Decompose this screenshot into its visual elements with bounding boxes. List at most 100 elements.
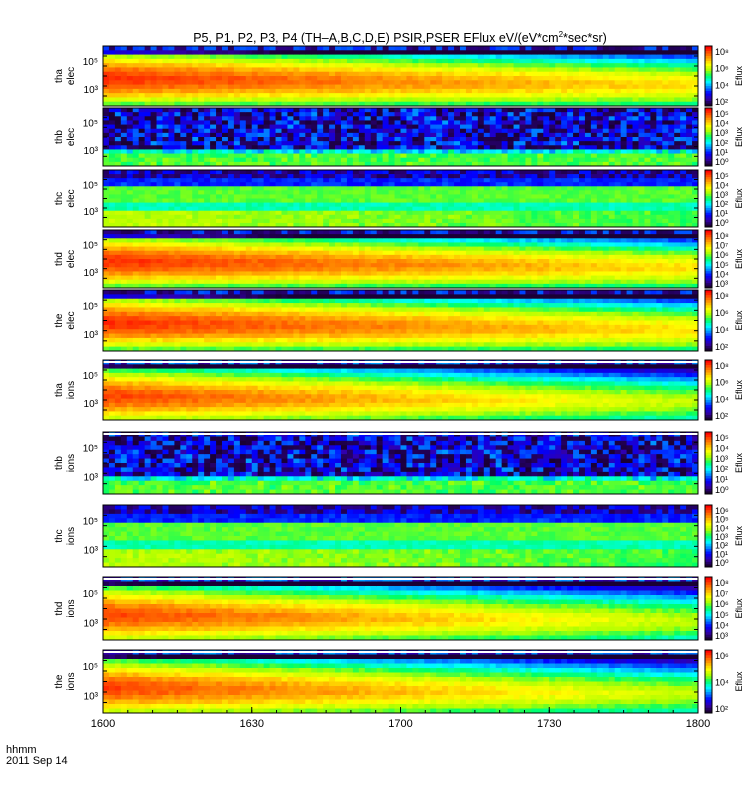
spectrogram-cell (573, 132, 580, 138)
spectrogram-cell (216, 178, 223, 183)
spectrogram-cell (513, 178, 520, 183)
spectrogram-cell (162, 149, 169, 154)
spectrogram-cell (537, 202, 544, 208)
spectrogram-cell (483, 137, 491, 142)
spectrogram-cell (561, 198, 568, 203)
spectrogram-cell (293, 116, 300, 121)
spectrogram-cell (227, 194, 235, 199)
spectrogram-cell (424, 71, 431, 77)
spectrogram-cell (239, 54, 247, 60)
spectrogram-cell (370, 161, 378, 167)
spectrogram-cell (311, 198, 318, 203)
spectrogram-cell (186, 84, 193, 90)
spectrogram-cell (245, 108, 253, 113)
spectrogram-cell (281, 97, 288, 103)
colorbar-cell (705, 217, 712, 221)
spectrogram-cell (614, 145, 622, 150)
spectrogram-cell (281, 214, 288, 220)
spectrogram-cell (626, 149, 633, 154)
spectrogram-cell (108, 250, 116, 256)
spectrogram-cell (335, 153, 342, 159)
spectrogram-cell (638, 101, 645, 107)
spectrogram-cell (341, 50, 348, 55)
spectrogram-cell (448, 80, 455, 85)
spectrogram-cell (376, 210, 384, 216)
spectrogram-cell (174, 246, 181, 252)
spectrogram-cell (376, 80, 384, 85)
spectrogram-cell (394, 174, 401, 179)
spectrogram-cell (388, 132, 395, 138)
spectrogram-cell (341, 218, 348, 224)
spectrogram-cell (525, 97, 532, 103)
colorbar-frame (704, 45, 713, 107)
spectrogram-cell (329, 145, 336, 150)
spectrogram-cell (644, 76, 651, 81)
spectrogram-cell (239, 50, 247, 55)
spectrogram-cell (686, 170, 693, 175)
spectrogram-cell (626, 198, 633, 203)
spectrogram-cell (537, 178, 544, 183)
spectrogram-cell (543, 88, 550, 94)
spectrogram-cell (210, 194, 217, 199)
spectrogram-cell (644, 190, 651, 195)
spectrogram-cell (525, 71, 532, 77)
spectrogram-cell (269, 97, 276, 103)
spectrogram-cell (210, 128, 217, 134)
spectrogram-cell (150, 80, 157, 85)
spectrogram-cell (222, 214, 229, 220)
spectrogram-cell (567, 202, 574, 208)
spectrogram-cell (382, 50, 389, 55)
spectrogram-cell (596, 149, 604, 154)
spectrogram-cell (650, 141, 657, 146)
spectrogram-cell (263, 120, 270, 125)
spectrogram-cell (418, 101, 425, 107)
spectrogram-cell (448, 222, 455, 228)
spectrogram-cell (507, 222, 514, 228)
spectrogram-cell (620, 67, 627, 73)
spectrogram-cell (287, 80, 294, 85)
spectrogram-cell (412, 149, 419, 154)
spectrogram-cell (579, 63, 586, 68)
spectrogram-cell (305, 218, 312, 224)
spectrogram-cell (460, 214, 467, 220)
spectrogram-cell (233, 259, 241, 264)
spectrogram-cell (162, 132, 169, 138)
spectrogram-cell (382, 161, 389, 167)
spectrogram-cell (222, 186, 229, 191)
spectrogram-cell (257, 170, 265, 175)
spectrogram-cell (281, 254, 288, 260)
spectrogram-cell (674, 206, 681, 212)
spectrogram-cell (436, 93, 443, 98)
spectrogram-cell (108, 67, 116, 73)
spectrogram-cell (162, 161, 169, 167)
spectrogram-cell (204, 67, 211, 73)
spectrogram-cell (210, 161, 217, 167)
spectrogram-cell (162, 101, 169, 107)
spectrogram-cell (108, 71, 116, 77)
spectrogram-cell (144, 178, 151, 183)
spectrogram-cell (317, 198, 324, 203)
spectrogram-cell (507, 120, 514, 125)
spectrogram-cell (192, 275, 199, 281)
spectrogram-cell (650, 124, 657, 130)
spectrogram-cell (394, 116, 401, 121)
spectrogram-cell (465, 182, 473, 187)
spectrogram-cell (406, 198, 413, 203)
spectrogram-cell (376, 128, 384, 134)
spectrogram-cell (525, 101, 532, 107)
spectrogram-cell (662, 194, 669, 199)
spectrogram-cell (376, 84, 384, 90)
spectrogram-cell (120, 246, 128, 252)
spectrogram-cell (579, 218, 586, 224)
spectrogram-cell (281, 271, 288, 276)
spectrogram-cell (293, 112, 300, 117)
spectrogram-cell (531, 80, 538, 85)
spectrogram-cell (108, 198, 116, 203)
spectrogram-cell (364, 153, 372, 159)
spectrogram-cell (668, 218, 675, 224)
spectrogram-cell (668, 46, 675, 51)
spectrogram-cell (388, 157, 395, 163)
spectrogram-cell (198, 84, 205, 90)
spectrogram-cell (198, 259, 205, 264)
spectrogram-cell (531, 202, 538, 208)
